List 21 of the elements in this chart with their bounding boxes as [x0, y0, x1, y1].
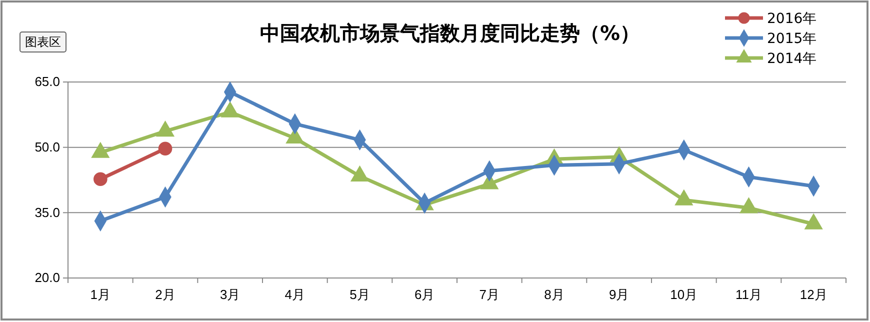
text: 图表区 — [25, 35, 61, 49]
x-tick-label: 1月 — [90, 287, 111, 302]
y-tick-label: 65.0 — [34, 74, 60, 90]
y-tick-label: 35.0 — [34, 204, 60, 220]
y-tick-label: 50.0 — [34, 139, 60, 154]
x-tick-label: 9月 — [608, 287, 630, 302]
x-tick-label: 5月 — [350, 287, 370, 302]
x-tick-label: 2月 — [155, 287, 176, 302]
legend-label: 2016年 — [767, 11, 817, 27]
x-tick-label: 6月 — [414, 287, 435, 302]
x-tick-label: 4月 — [284, 287, 306, 302]
x-tick-label: 12月 — [800, 287, 828, 302]
chart-title: 中国农机市场景气指数月度同比走势（%） — [260, 21, 640, 45]
x-tick-label: 7月 — [479, 287, 500, 302]
x-tick-label: 11月 — [736, 287, 762, 302]
x-tick-label: 10月 — [670, 287, 698, 302]
legend-label: 2015年 — [767, 31, 817, 47]
legend-label: 2014年 — [767, 51, 817, 67]
y-tick-label: 20.0 — [34, 270, 60, 286]
x-tick-label: 8月 — [544, 287, 564, 302]
x-tick-label: 3月 — [220, 287, 240, 302]
